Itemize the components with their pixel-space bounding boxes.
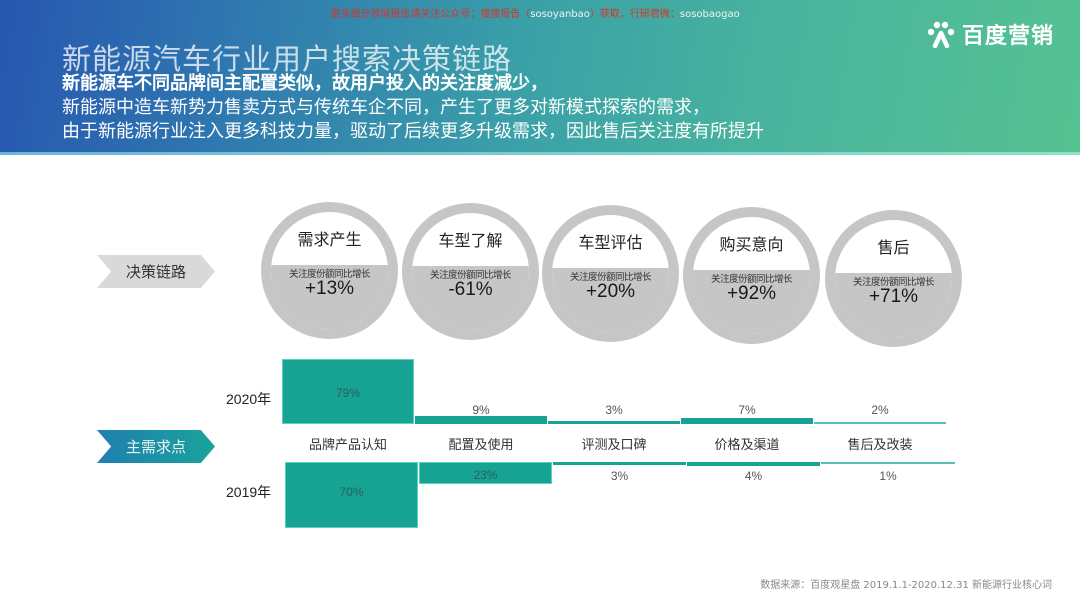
baidu-paw-icon (927, 21, 955, 48)
metric-value: +71% (868, 286, 919, 307)
bar-value-2020-review: 3% (605, 403, 623, 417)
metric-label: 关注度份额同比增长 (569, 272, 652, 283)
decision-chain-label-text: 决策链路 (125, 263, 186, 281)
circle-top (552, 215, 669, 332)
year-label-2020: 2020年 (226, 391, 272, 407)
page-subtitle: 新能源车不同品牌间主配置类似，故用户投入的关注度减少， 新能源中造车新势力售卖方… (62, 72, 764, 144)
bar-2020-brand (282, 359, 414, 424)
metric-label: 关注度份额同比增长 (852, 277, 935, 288)
metric-value: +13% (304, 278, 355, 299)
stage-name: 售后 (877, 238, 910, 257)
metric-value: -61% (448, 279, 493, 300)
subtitle-line-1: 新能源车不同品牌间主配置类似，故用户投入的关注度减少， (62, 73, 548, 94)
bar-value-2020-aftersales: 2% (871, 403, 889, 417)
baidu-marketing-logo: 百度营销 (926, 18, 1054, 50)
watermark: 更多细分领域报告请关注公众号：搜搜报告（sosoyanbao）获取，行研君微：s… (300, 5, 770, 20)
bar-2020-config (415, 416, 547, 424)
watermark-text-3: ）获取，行研君微： (589, 9, 680, 20)
watermark-text-2: sosoyanbao (530, 9, 590, 20)
stage-name: 车型了解 (438, 231, 503, 250)
bar-2019-config (419, 462, 552, 484)
bar-value-2019-price: 4% (744, 469, 763, 483)
circle-top (271, 212, 388, 329)
category-label-review: 评测及口碑 (581, 438, 647, 453)
bar-2019-price (687, 462, 820, 466)
category-label-price: 价格及渠道 (714, 438, 780, 453)
bar-value-2019-review: 3% (610, 469, 629, 483)
circle-top (693, 217, 810, 334)
decision-chain-label: 决策链路 (97, 255, 215, 288)
stage-circle-after-sales: 售后 关注度份额同比增长 +71% (825, 210, 962, 347)
bar-2019-brand (285, 462, 418, 528)
watermark-text-4: sosobaogao (679, 9, 740, 20)
subtitle-line-3: 由于新能源行业注入更多科技力量，驱动了后续更多升级需求，因此售后关注度有所提升 (62, 121, 764, 142)
bar-2019-review (553, 462, 686, 465)
circle-top (412, 213, 529, 330)
stage-name: 购买意向 (719, 235, 784, 254)
bar-value-2020-brand: 79% (335, 386, 361, 400)
metric-label: 关注度份额同比增长 (710, 274, 793, 285)
circle-top (835, 220, 952, 337)
category-label-aftersales: 售后及改装 (847, 438, 913, 453)
bar-2020-review (548, 421, 680, 424)
subtitle-line-2: 新能源中造车新势力售卖方式与传统车企不同，产生了更多对新模式探索的需求， (62, 97, 710, 118)
stage-circle-purchase-intent: 购买意向 关注度份额同比增长 +92% (683, 207, 820, 344)
main-needs-label: 主需求点 (97, 430, 215, 463)
page-title: 新能源汽车行业用户搜索决策链路 (62, 42, 513, 76)
category-label-brand: 品牌产品认知 (308, 438, 387, 453)
bar-2019-aftersales (821, 462, 955, 464)
year-label-2019: 2019年 (226, 484, 272, 500)
logo-text: 百度营销 (961, 24, 1054, 49)
category-label-config: 配置及使用 (448, 438, 514, 453)
watermark-text-1: 更多细分领域报告请关注公众号：搜搜报告（ (330, 9, 531, 20)
bar-2020-price (681, 418, 813, 424)
header-banner: 更多细分领域报告请关注公众号：搜搜报告（sosoyanbao）获取，行研君微：s… (0, 0, 1080, 155)
main-needs-label-text: 主需求点 (125, 438, 186, 456)
metric-label: 关注度份额同比增长 (429, 270, 512, 281)
bar-value-2020-price: 7% (738, 403, 756, 417)
bar-value-2019-config: 23% (473, 468, 498, 482)
stage-circle-model-understanding: 车型了解 关注度份额同比增长 -61% (402, 203, 539, 340)
bar-value-2019-brand: 70% (339, 485, 364, 499)
data-source-note: 数据来源：百度观星盘 2019.1.1-2020.12.31 新能源行业核心词 (760, 580, 1052, 591)
stage-circle-model-evaluation: 车型评估 关注度份额同比增长 +20% (542, 205, 679, 342)
bar-2020-aftersales (814, 422, 946, 424)
metric-value: +92% (726, 283, 777, 304)
metric-label: 关注度份额同比增长 (288, 269, 371, 280)
bar-value-2020-config: 9% (472, 403, 490, 417)
stage-name: 车型评估 (578, 233, 643, 252)
stage-circle-demand: 需求产生 关注度份额同比增长 +13% (261, 202, 398, 339)
stage-name: 需求产生 (297, 230, 362, 249)
bar-value-2019-aftersales: 1% (879, 469, 897, 483)
metric-value: +20% (585, 281, 636, 302)
